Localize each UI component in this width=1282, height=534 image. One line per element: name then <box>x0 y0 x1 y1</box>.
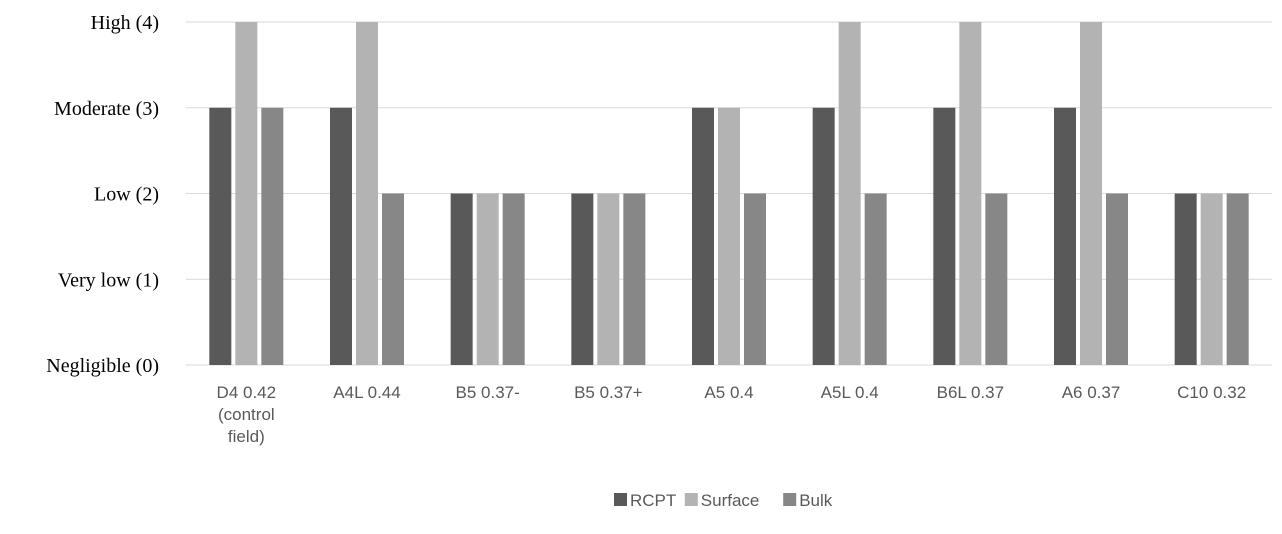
y-tick-label: Moderate (3) <box>54 98 159 120</box>
bars <box>209 22 1249 365</box>
bar-bulk <box>382 193 404 365</box>
bar-rcpt <box>571 193 594 365</box>
x-tick-label: A5L 0.4 <box>821 383 879 402</box>
x-tick-label: D4 0.42 (control field) <box>217 383 277 446</box>
x-tick-label: A4L 0.44 <box>333 383 400 402</box>
bar-surface <box>959 22 982 365</box>
bar-surface <box>235 22 258 365</box>
bar-rcpt <box>1174 193 1197 365</box>
y-axis-ticks: Negligible (0) Very low (1) Low (2) Moderat… <box>46 12 159 377</box>
bar-rcpt <box>812 107 835 365</box>
bar-bulk <box>502 193 525 365</box>
bar-bulk <box>985 193 1008 365</box>
x-tick-label: A6 0.37 <box>1062 383 1121 402</box>
bar-rcpt <box>933 107 956 365</box>
x-tick-label: B5 0.37- <box>456 383 520 402</box>
bar-bulk <box>864 193 887 365</box>
bar-rcpt <box>1054 107 1076 365</box>
bar-surface <box>718 107 740 365</box>
legend: RCPT Surface Bulk <box>614 491 833 510</box>
bar-bulk <box>1226 193 1249 365</box>
legend-swatch-surface <box>684 493 698 506</box>
y-tick-label: Very low (1) <box>58 269 159 291</box>
legend-label-rcpt: RCPT <box>630 491 676 510</box>
y-tick-label: Low (2) <box>94 184 159 206</box>
bar-rcpt <box>692 107 714 365</box>
bar-surface <box>838 22 861 365</box>
bar-rcpt <box>450 193 473 365</box>
y-tick-label: High (4) <box>91 12 159 34</box>
bar-bulk <box>623 193 646 365</box>
bar-rcpt <box>209 107 232 365</box>
x-tick-label: B6L 0.37 <box>937 383 1004 402</box>
x-tick-label: A5 0.4 <box>704 383 753 402</box>
bar-bulk <box>744 193 766 365</box>
bar-rcpt <box>330 107 352 365</box>
bar-surface <box>1080 22 1102 365</box>
legend-swatch-rcpt <box>614 493 627 506</box>
bar-surface <box>1200 193 1223 365</box>
legend-label-surface: Surface <box>701 491 760 510</box>
x-tick-label: B5 0.37+ <box>574 383 643 402</box>
x-tick-label: C10 0.32 <box>1177 383 1246 402</box>
bar-surface <box>356 22 378 365</box>
bar-surface <box>476 193 499 365</box>
bar-bulk <box>1106 193 1128 365</box>
legend-swatch-bulk <box>783 493 797 506</box>
bar-bulk <box>261 107 284 365</box>
x-axis-ticks: D4 0.42 (control field) A4L 0.44 B5 0.37- B5 … <box>217 383 1247 446</box>
legend-label-bulk: Bulk <box>799 491 833 510</box>
bar-surface <box>597 193 620 365</box>
y-tick-label: Negligible (0) <box>46 355 159 377</box>
